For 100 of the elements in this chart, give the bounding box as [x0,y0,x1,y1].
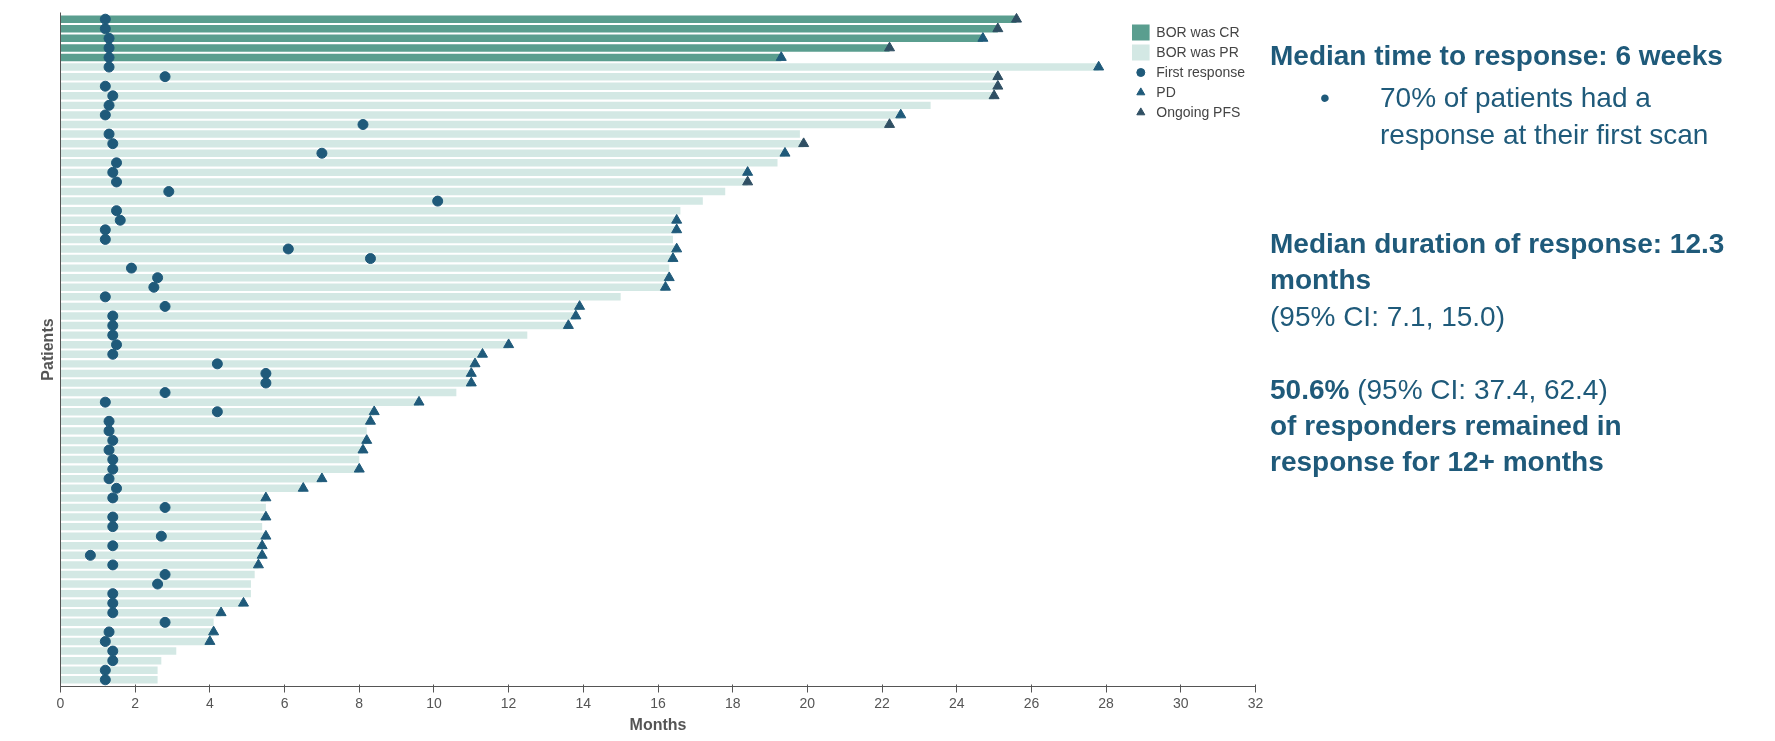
x-tick-label: 2 [131,694,140,711]
point [364,415,376,425]
bar [60,130,800,138]
bar [60,168,748,177]
point [659,281,671,291]
point [779,146,791,157]
bar [60,44,890,52]
bar [60,206,681,215]
bar [60,92,995,100]
point [884,41,896,52]
point [798,137,810,148]
bar [60,187,726,196]
point [671,213,683,224]
bar [60,111,901,119]
point [742,166,754,176]
bar [60,532,266,540]
x-tick-label: 20 [799,694,816,711]
x-tick-label: 10 [426,694,442,711]
bar [60,350,483,359]
bar [60,15,1017,23]
bar [60,72,998,81]
bar [60,446,363,454]
bar [60,360,476,368]
x-tick-label: 0 [56,694,65,711]
point [671,223,683,234]
text: • [1319,81,1331,116]
point [465,367,477,377]
text: (95% CI: 7.1, 15.0) [1270,300,1506,332]
bar [60,197,703,205]
bar [60,561,259,569]
x-tick-label: 22 [874,694,891,711]
point [476,348,488,358]
point [215,606,227,617]
point [256,549,268,559]
bar [60,254,673,263]
text: 70% of patients had a response at their first scan [1380,81,1710,152]
point [742,175,754,186]
bar [60,34,983,43]
point [1093,60,1105,71]
legend-label: Ongoing PFS [1156,103,1241,122]
x-tick-label: 32 [1247,694,1264,711]
point [413,395,425,406]
point [977,32,989,42]
bar [60,427,367,435]
point [992,79,1004,90]
point [357,443,369,454]
bar [60,216,677,224]
point [204,635,216,645]
bar [60,101,931,110]
bar [60,494,266,502]
point [297,482,309,492]
point [465,376,477,387]
bar [60,609,222,617]
point [503,338,515,349]
text: (95% CI: 37.4, 62.4) [1357,373,1608,405]
point [256,539,268,550]
bar [60,379,472,387]
bar [60,340,509,349]
text: of responders remained in response for 12+ months [1270,409,1622,478]
text: Median time to response: 6 weeks [1270,40,1723,71]
point [570,309,582,320]
point [208,625,220,636]
bar [60,302,580,311]
point [260,510,272,521]
point [260,491,272,502]
legend-label: PD [1156,83,1177,102]
point [316,472,328,483]
point [1011,12,1022,23]
bar [60,149,785,157]
bar [60,647,177,655]
bar [60,245,677,253]
bar [60,63,1099,71]
bar [60,580,251,588]
legend-label: BOR was CR [1156,23,1240,42]
bar [60,273,670,282]
x-tick-label: 4 [205,694,214,711]
point [562,319,574,329]
point [671,242,683,253]
point [574,300,586,310]
bar [60,139,804,148]
x-tick-label: 28 [1098,694,1115,711]
bar [60,398,419,406]
text: 50.6% [1270,373,1350,405]
point [252,558,264,569]
x-tick-label: 16 [650,694,666,711]
y-axis-title: Patients [38,318,56,381]
x-axis-title: Months [629,715,687,733]
point [237,596,249,607]
legend-label: BOR was PR [1156,43,1239,62]
point [361,434,373,444]
x-tick-label: 14 [575,694,592,711]
point [775,51,787,61]
point [988,89,1000,100]
point [884,118,896,128]
bar [60,283,666,291]
bar [60,159,778,167]
bar [60,312,576,320]
x-tick-label: 26 [1023,694,1040,711]
point [469,357,481,368]
bar [60,369,472,378]
